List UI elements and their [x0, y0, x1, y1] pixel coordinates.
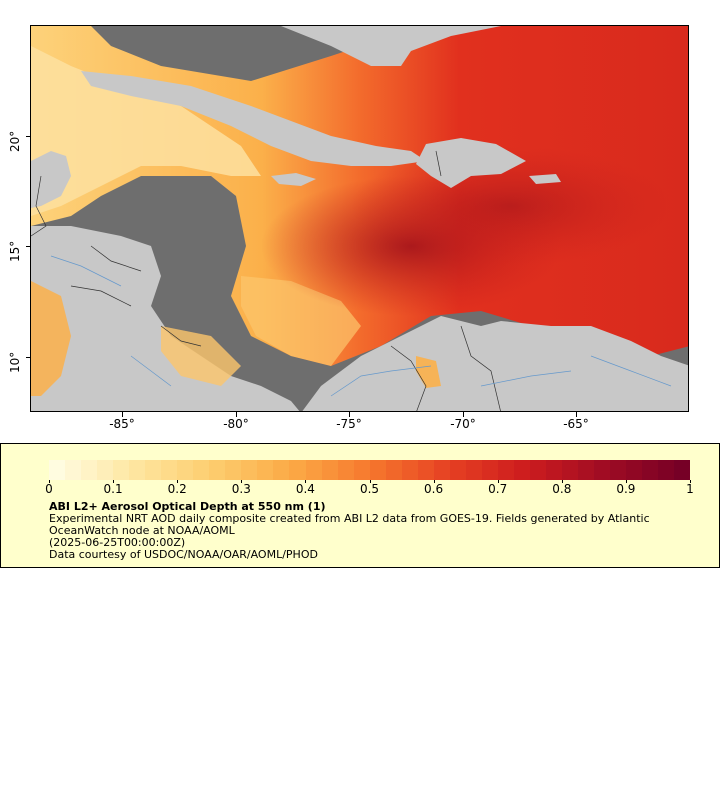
y-tick-label: 10°	[8, 351, 22, 373]
colorbar-swatch	[449, 460, 466, 480]
land-cuba	[81, 71, 426, 166]
colorbar-swatch	[241, 460, 258, 480]
colorbar-swatch	[385, 460, 402, 480]
colorbar-swatch	[209, 460, 226, 480]
rivers	[50, 255, 672, 397]
aod-map[interactable]	[30, 25, 689, 412]
colorbar-swatch	[401, 460, 418, 480]
colorbar-swatch	[481, 460, 498, 480]
land-yucatan	[31, 151, 71, 208]
colorbar-tick-label: 0.2	[167, 482, 187, 496]
legend-date: (2025-06-25T00:00:00Z)	[49, 536, 186, 549]
x-tick-label: -70°	[450, 417, 476, 431]
land-south-america	[302, 316, 688, 411]
colorbar-tick	[497, 480, 499, 483]
colorbar-tick-label: 0.9	[616, 482, 636, 496]
legend-text: ABI L2+ Aerosol Optical Depth at 550 nm …	[49, 501, 689, 561]
legend-credit: Data courtesy of USDOC/NOAA/OAR/AOML/PHO…	[49, 548, 318, 561]
legend-description: Experimental NRT AOD daily composite cre…	[49, 512, 650, 537]
colorbar-swatch	[257, 460, 274, 480]
colorbar-tick-label: 0	[45, 482, 53, 496]
colorbar-swatch	[273, 460, 290, 480]
land-central-america	[31, 226, 300, 411]
colorbar-tick-label: 1	[686, 482, 694, 496]
colorbar-swatch	[417, 460, 434, 480]
colorbar-swatch	[321, 460, 338, 480]
colorbar-swatch	[497, 460, 514, 480]
colorbar-swatch	[289, 460, 306, 480]
colorbar-tick-label: 0.4	[295, 482, 315, 496]
colorbar-swatch	[113, 460, 130, 480]
map-canvas	[31, 26, 688, 411]
colorbar-swatch	[626, 460, 643, 480]
land-puerto-rico	[529, 174, 561, 184]
colorbar-swatch	[642, 460, 659, 480]
colorbar-tick-label: 0.6	[424, 482, 444, 496]
colorbar-swatch	[658, 460, 675, 480]
colorbar-swatch	[49, 460, 66, 480]
colorbar-tick-label: 0.7	[488, 482, 508, 496]
colorbar-swatch	[674, 460, 691, 480]
colorbar-swatch	[545, 460, 562, 480]
colorbar-tick	[113, 480, 115, 483]
x-tick-label: -80°	[223, 417, 249, 431]
colorbar-tick-label: 0.1	[103, 482, 123, 496]
colorbar-swatch	[369, 460, 386, 480]
colorbar-tick	[690, 480, 691, 483]
colorbar-swatch	[145, 460, 162, 480]
y-tick-label: 15°	[8, 240, 22, 262]
colorbar-swatch	[513, 460, 530, 480]
legend-title: ABI L2+ Aerosol Optical Depth at 550 nm …	[49, 500, 326, 513]
legend-panel: ABI L2+ Aerosol Optical Depth at 550 nm …	[0, 443, 720, 568]
colorbar-swatch	[578, 460, 595, 480]
colorbar-swatch	[225, 460, 242, 480]
colorbar-tick-label: 0.8	[552, 482, 572, 496]
colorbar-tick	[241, 480, 243, 483]
colorbar-swatch	[305, 460, 322, 480]
colorbar-tick	[305, 480, 307, 483]
colorbar-tick	[433, 480, 435, 483]
colorbar	[49, 460, 691, 480]
land-hispaniola	[416, 138, 526, 188]
colorbar-tick	[561, 480, 563, 483]
colorbar-swatch	[129, 460, 146, 480]
colorbar-swatch	[562, 460, 579, 480]
colorbar-tick	[49, 480, 50, 483]
colorbar-swatch	[594, 460, 611, 480]
x-tick-label: -75°	[336, 417, 362, 431]
colorbar-swatch	[177, 460, 194, 480]
land-jamaica	[271, 173, 316, 186]
colorbar-tick	[625, 480, 627, 483]
y-tick-label: 20°	[8, 130, 22, 152]
x-tick-label: -65°	[563, 417, 589, 431]
colorbar-swatch	[610, 460, 627, 480]
colorbar-swatch	[465, 460, 482, 480]
colorbar-tick-label: 0.3	[231, 482, 251, 496]
colorbar-swatch	[337, 460, 354, 480]
colorbar-swatch	[161, 460, 178, 480]
colorbar-swatch	[353, 460, 370, 480]
colorbar-tick	[369, 480, 371, 483]
land-bahamas	[281, 26, 501, 66]
colorbar-swatch	[529, 460, 546, 480]
colorbar-tick-label: 0.5	[359, 482, 380, 496]
colorbar-swatch	[65, 460, 82, 480]
colorbar-swatch	[193, 460, 210, 480]
colorbar-swatch	[433, 460, 450, 480]
country-borders	[31, 150, 501, 411]
colorbar-swatch	[97, 460, 114, 480]
colorbar-swatch	[81, 460, 98, 480]
x-tick-label: -85°	[109, 417, 135, 431]
colorbar-tick	[177, 480, 179, 483]
